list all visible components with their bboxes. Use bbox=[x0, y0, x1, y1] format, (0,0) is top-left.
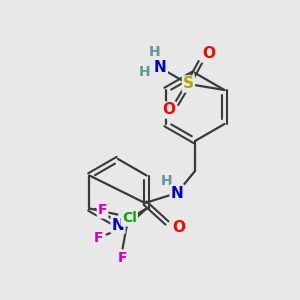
Text: O: O bbox=[162, 103, 175, 118]
Text: Cl: Cl bbox=[122, 212, 137, 226]
Text: H: H bbox=[148, 45, 160, 59]
Text: F: F bbox=[98, 203, 107, 218]
Text: N: N bbox=[171, 185, 183, 200]
Text: N: N bbox=[154, 61, 167, 76]
Text: H: H bbox=[161, 174, 173, 188]
Text: N: N bbox=[112, 218, 124, 232]
Text: O: O bbox=[202, 46, 215, 62]
Text: F: F bbox=[94, 232, 103, 245]
Text: F: F bbox=[118, 251, 127, 266]
Text: H: H bbox=[139, 65, 150, 79]
Text: S: S bbox=[183, 76, 194, 92]
Text: O: O bbox=[172, 220, 185, 235]
